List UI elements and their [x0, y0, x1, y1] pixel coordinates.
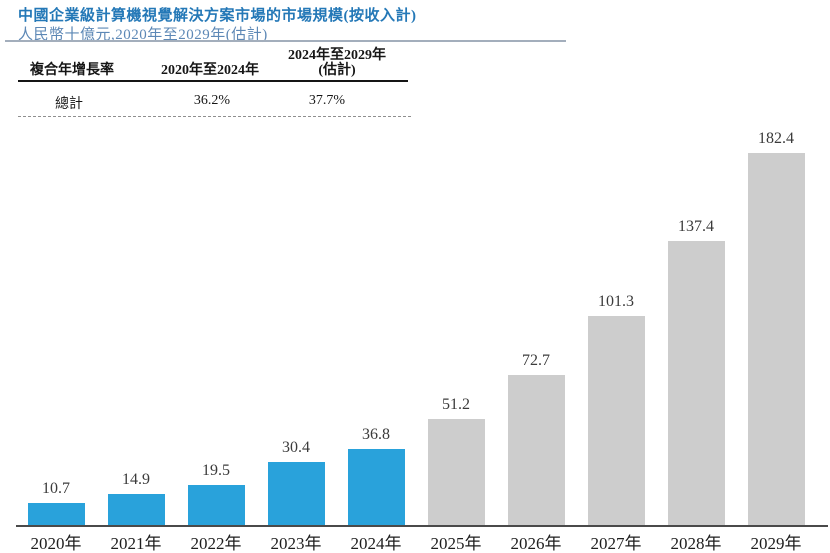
- x-tick-label-2021年: 2021年: [110, 534, 162, 553]
- bar-value-label: 51.2: [442, 396, 470, 414]
- x-tick-label-2024年: 2024年: [350, 534, 402, 553]
- bar-value-label: 19.5: [202, 461, 230, 479]
- table-bottom-dashed-rule: [18, 116, 411, 117]
- bar-column-2027年: 101.3: [576, 130, 656, 525]
- bar-value-label: 72.7: [522, 351, 550, 369]
- bar-2023年: [267, 462, 325, 525]
- bar-column-2025年: 51.2: [416, 130, 496, 525]
- bar-column-2029年: 182.4: [736, 130, 816, 525]
- cagr-col3-header-line1: 2024年至2029年: [288, 48, 386, 63]
- page-title: 中國企業級計算機視覺解決方案市場的市場規模(按收入計): [18, 8, 417, 24]
- bar-column-2028年: 137.4: [656, 130, 736, 525]
- bar-2022年: [187, 484, 245, 525]
- bar-column-2020年: 10.7: [16, 130, 96, 525]
- bar-value-label: 182.4: [758, 130, 794, 147]
- x-axis-labels: 2020年 2021年 2022年 2023年 2024年 2025年 2026年 2027年…: [16, 529, 816, 553]
- x-tick-label-2026年: 2026年: [510, 534, 562, 553]
- bar-column-2024年: 36.8: [336, 130, 416, 525]
- page-subtitle: 人民幣十億元,2020年至2029年(估計): [18, 27, 268, 43]
- bar-2028年: [667, 241, 725, 525]
- x-axis-line: [16, 525, 828, 527]
- x-tick-label-2028年: 2028年: [670, 534, 722, 553]
- x-tick-label-2020年: 2020年: [30, 534, 82, 553]
- bar-column-2022年: 19.5: [176, 130, 256, 525]
- bar-value-label: 30.4: [282, 439, 310, 457]
- x-tick-label-2029年: 2029年: [750, 534, 802, 553]
- bar-value-label: 14.9: [122, 471, 150, 489]
- bar-value-label: 36.8: [362, 426, 390, 443]
- bar-value-label: 137.4: [678, 218, 714, 236]
- bar-column-2023年: 30.4: [256, 130, 336, 525]
- bar-column-2021年: 14.9: [96, 130, 176, 525]
- subtitle-divider: [5, 40, 566, 42]
- cagr-row-label: 總計: [55, 97, 83, 112]
- bar-2020年: [27, 502, 85, 525]
- cagr-col3-header-line2: (估計): [318, 63, 356, 78]
- cagr-2020-2024-value: 36.2%: [193, 93, 231, 108]
- bar-2025年: [427, 419, 485, 525]
- bar-value-label: 10.7: [42, 479, 70, 497]
- bar-2024年: [347, 449, 405, 525]
- bar-2026年: [507, 374, 565, 525]
- bar-chart: 10.7 14.9 19.5 30.4 36.8 51.2 72.7 101.3 137.4 18…: [16, 130, 816, 525]
- bar-2027年: [587, 315, 645, 525]
- bar-2021年: [107, 494, 165, 525]
- x-tick-label-2022年: 2022年: [190, 534, 242, 553]
- bar-column-2026年: 72.7: [496, 130, 576, 525]
- cagr-col2-header: 2020年至2024年: [161, 63, 259, 78]
- x-tick-label-2027年: 2027年: [590, 534, 642, 553]
- bar-value-label: 101.3: [598, 292, 634, 310]
- x-tick-label-2025年: 2025年: [430, 534, 482, 553]
- cagr-2024-2029-value: 37.7%: [308, 93, 346, 108]
- bar-2029年: [747, 153, 805, 525]
- table-header-rule: [18, 80, 408, 82]
- x-tick-label-2023年: 2023年: [270, 534, 322, 553]
- cagr-col1-header: 複合年增長率: [30, 63, 114, 78]
